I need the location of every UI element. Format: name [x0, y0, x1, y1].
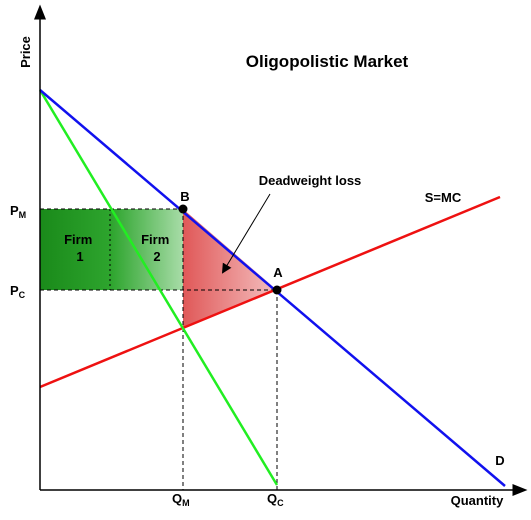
firm-1-label: Firm 1: [64, 232, 96, 264]
title: Oligopolistic Market: [246, 52, 409, 71]
pc-label: PC: [10, 283, 26, 300]
point-b: [178, 204, 188, 214]
x-axis-label: Quantity: [451, 493, 504, 508]
pm-label: PM: [10, 203, 26, 220]
mr-curve: [38, 89, 279, 486]
annotation-arrow: [221, 193, 271, 274]
pm-main: P: [10, 203, 19, 218]
supply-curve: [39, 195, 501, 389]
firm-1-line: 1: [76, 249, 83, 264]
supply-label: S=MC: [425, 190, 462, 205]
pc-sub: C: [19, 290, 26, 300]
qm-main: Q: [172, 491, 182, 506]
firm-2-line: 2: [153, 249, 160, 264]
deadweight-loss-region: [183, 209, 277, 328]
annotation: Deadweight loss: [259, 173, 362, 188]
qc-main: Q: [267, 491, 277, 506]
firm-1-line: Firm: [64, 232, 92, 247]
demand-curve: [39, 89, 506, 487]
qm-label: QM: [172, 491, 190, 508]
point-b-label: B: [180, 189, 189, 204]
firm-profit-region: [40, 209, 183, 290]
pm-sub: M: [19, 210, 27, 220]
firm-2-label: Firm 2: [141, 232, 173, 264]
qm-sub: M: [182, 498, 190, 508]
demand-label: D: [495, 453, 504, 468]
pc-main: P: [10, 283, 19, 298]
firm-2-line: Firm: [141, 232, 169, 247]
point-a-label: A: [273, 265, 283, 280]
point-a: [272, 285, 282, 295]
qc-label: QC: [267, 491, 284, 508]
qc-sub: C: [277, 498, 284, 508]
y-axis-label: Price: [18, 36, 33, 68]
